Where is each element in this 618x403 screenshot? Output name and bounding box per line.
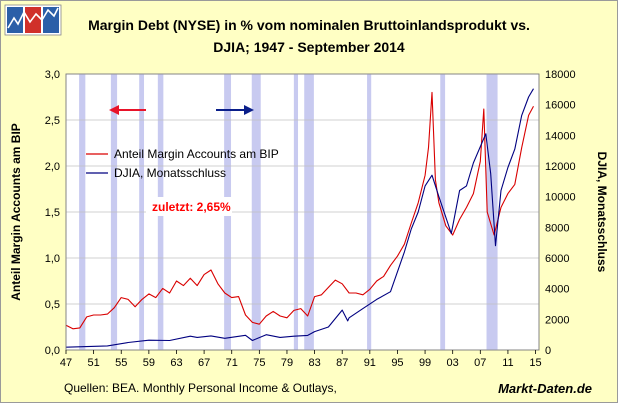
y-right-tick-label-5: 10000 [545, 192, 576, 204]
right-axis-arrow [216, 105, 254, 115]
chart-logo-icon [4, 4, 62, 36]
chart-title-line-1: Margin Debt (NYSE) in % vom nominalen Br… [88, 17, 530, 33]
x-axis-ticks: 47 51 55 59 63 67 71 75 79 83 87 91 95 99 03 07 11 15 [60, 350, 542, 369]
y-right-axis-title: DJIA, Monatsschluss [595, 152, 609, 273]
y-left-tick-label-4: 2,0 [45, 161, 60, 173]
x-tick-label-15: 15 [529, 357, 541, 369]
y-left-axis-title: Anteil Margin Accounts am BIP [9, 123, 23, 301]
y-right-axis-ticks: 0 2000 4000 6000 8000 10000 12000 14000 16000 180… [545, 69, 576, 357]
left-axis-arrow [109, 105, 146, 115]
legend: Anteil Margin Accounts am BIP DJIA, Mona… [86, 147, 279, 180]
y-right-tick-label-7: 14000 [545, 130, 576, 142]
y-left-axis-ticks: 0,0 0,5 1,0 1,5 2,0 2,5 3,0 [45, 69, 60, 357]
footer-brand: Markt-Daten.de [498, 381, 592, 396]
x-tick-label-71: 71 [226, 357, 238, 369]
x-tick-label-95: 95 [391, 357, 403, 369]
y-right-tick-label-3: 6000 [545, 253, 569, 265]
y-left-tick-label-3: 1,5 [45, 207, 60, 219]
y-right-tick-label-6: 12000 [545, 161, 576, 173]
x-tick-label-55: 55 [115, 357, 127, 369]
y-left-tick-label-1: 0,5 [45, 299, 60, 311]
chart-title-line-2: DJIA; 1947 - September 2014 [213, 39, 405, 55]
x-tick-label-83: 83 [308, 357, 320, 369]
x-tick-label-03: 03 [447, 357, 459, 369]
x-tick-label-75: 75 [253, 357, 265, 369]
x-tick-label-87: 87 [336, 357, 348, 369]
x-tick-label-99: 99 [419, 357, 431, 369]
y-right-tick-label-9: 18000 [545, 69, 576, 81]
x-tick-label-67: 67 [198, 357, 210, 369]
x-tick-label-11: 11 [502, 357, 513, 369]
legend-label-margin: Anteil Margin Accounts am BIP [114, 147, 279, 161]
series-line-djia [65, 88, 534, 348]
y-right-tick-label-4: 8000 [545, 222, 569, 234]
y-left-tick-label-5: 2,5 [45, 115, 60, 127]
footer-source: Quellen: BEA. Monthly Personal Income & … [64, 381, 337, 395]
x-tick-label-91: 91 [364, 357, 376, 369]
series-group [65, 88, 534, 348]
x-tick-label-51: 51 [87, 357, 99, 369]
plot-border [65, 73, 540, 351]
x-tick-label-79: 79 [281, 357, 293, 369]
annotation-box [146, 197, 232, 216]
annotation-last-value: zuletzt: 2,65% [152, 200, 231, 214]
x-tick-label-63: 63 [170, 357, 182, 369]
y-right-tick-label-2: 4000 [545, 284, 569, 296]
gridlines [66, 119, 539, 305]
x-tick-label-47: 47 [60, 357, 72, 369]
y-left-tick-label-0: 0,0 [45, 345, 60, 357]
y-right-tick-label-0: 0 [545, 345, 551, 357]
legend-label-djia: DJIA, Monatsschluss [114, 166, 226, 180]
series-line-margin [65, 91, 534, 330]
y-right-tick-label-1: 2000 [545, 314, 569, 326]
x-tick-label-59: 59 [143, 357, 155, 369]
y-left-tick-label-2: 1,0 [45, 253, 60, 265]
x-tick-label-07: 07 [474, 357, 486, 369]
y-right-tick-label-8: 16000 [545, 100, 576, 112]
y-left-tick-label-6: 3,0 [45, 69, 60, 81]
